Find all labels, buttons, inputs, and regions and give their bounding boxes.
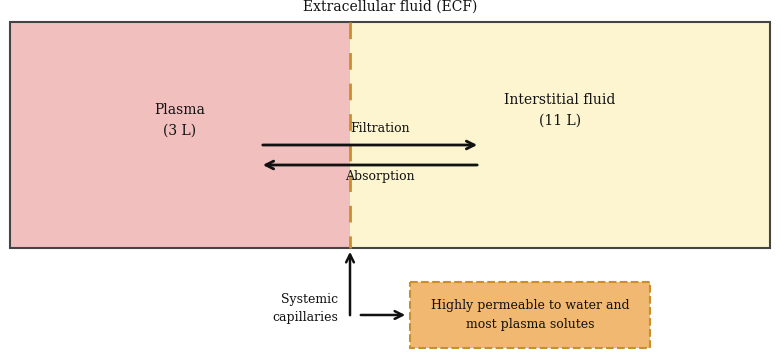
Text: Extracellular fluid (ECF): Extracellular fluid (ECF) [303,0,477,14]
Bar [350,22,770,248]
Bar [10,22,350,248]
Bar [10,22,770,248]
Text: Plasma
(3 L): Plasma (3 L) [155,103,206,137]
Text: Absorption: Absorption [345,170,414,183]
Text: Highly permeable to water and
most plasma solutes: Highly permeable to water and most plasm… [431,299,630,331]
Bar [410,282,650,348]
Text: Interstitial fluid
(11 L): Interstitial fluid (11 L) [504,93,615,127]
Text: Systemic
capillaries: Systemic capillaries [272,293,338,324]
Text: Filtration: Filtration [350,122,410,135]
